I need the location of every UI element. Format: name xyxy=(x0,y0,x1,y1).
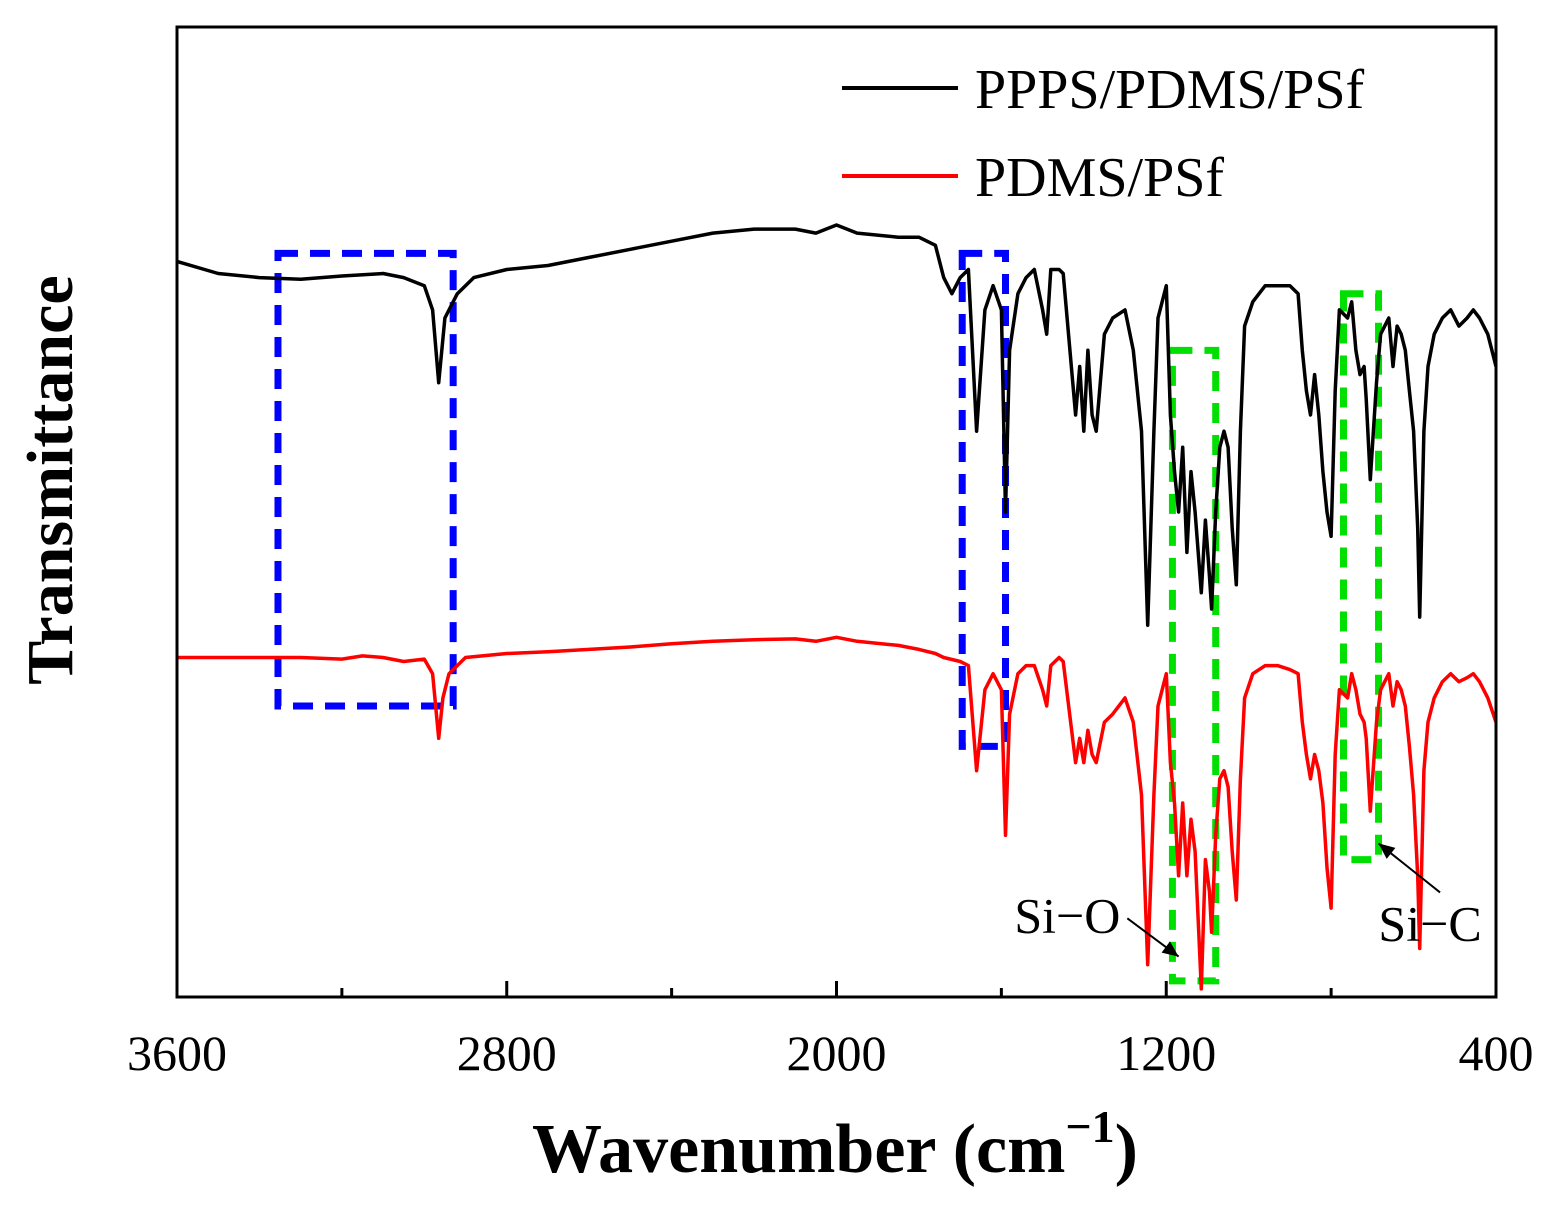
legend-label-series-2: PDMS/PSf xyxy=(975,147,1224,209)
highlight-box-4 xyxy=(1339,290,1383,864)
x-axis-title-superscript: −1 xyxy=(1065,1101,1114,1152)
highlight-box-1 xyxy=(274,249,457,710)
plot-frame xyxy=(175,25,1498,999)
x-tick-label: 400 xyxy=(1459,1025,1534,1081)
x-tick-label: 1200 xyxy=(1116,1025,1216,1081)
series-line-1 xyxy=(176,223,1498,627)
x-axis-tick-labels: 3600 2800 2000 1200 400 xyxy=(127,1025,1534,1081)
legend: PPPS/PDMS/PSf PDMS/PSf xyxy=(842,59,1365,209)
x-axis-title-main: Wavenumber (cm xyxy=(532,1111,1065,1188)
annotation-label-1: Si−O xyxy=(1014,887,1120,943)
x-axis-title: Wavenumber (cm−1) xyxy=(532,1101,1138,1188)
x-tick-label: 3600 xyxy=(127,1025,227,1081)
annotations: Si−O Si−C xyxy=(1014,842,1482,958)
y-axis-title: Transmittance xyxy=(14,275,87,684)
x-tick-label: 2000 xyxy=(787,1025,887,1081)
series-line-2 xyxy=(177,635,1498,991)
x-axis-ticks xyxy=(175,981,1498,997)
x-tick-label: 2800 xyxy=(457,1025,557,1081)
series-group xyxy=(176,223,1498,991)
legend-label-series-1: PPPS/PDMS/PSf xyxy=(975,59,1365,121)
highlight-box-3 xyxy=(1168,346,1220,985)
annotation-label-2: Si−C xyxy=(1378,895,1481,951)
x-axis-title-close: ) xyxy=(1115,1111,1138,1188)
annotation-arrowhead-1 xyxy=(1161,941,1179,957)
annotation-arrowhead-2 xyxy=(1378,843,1396,859)
